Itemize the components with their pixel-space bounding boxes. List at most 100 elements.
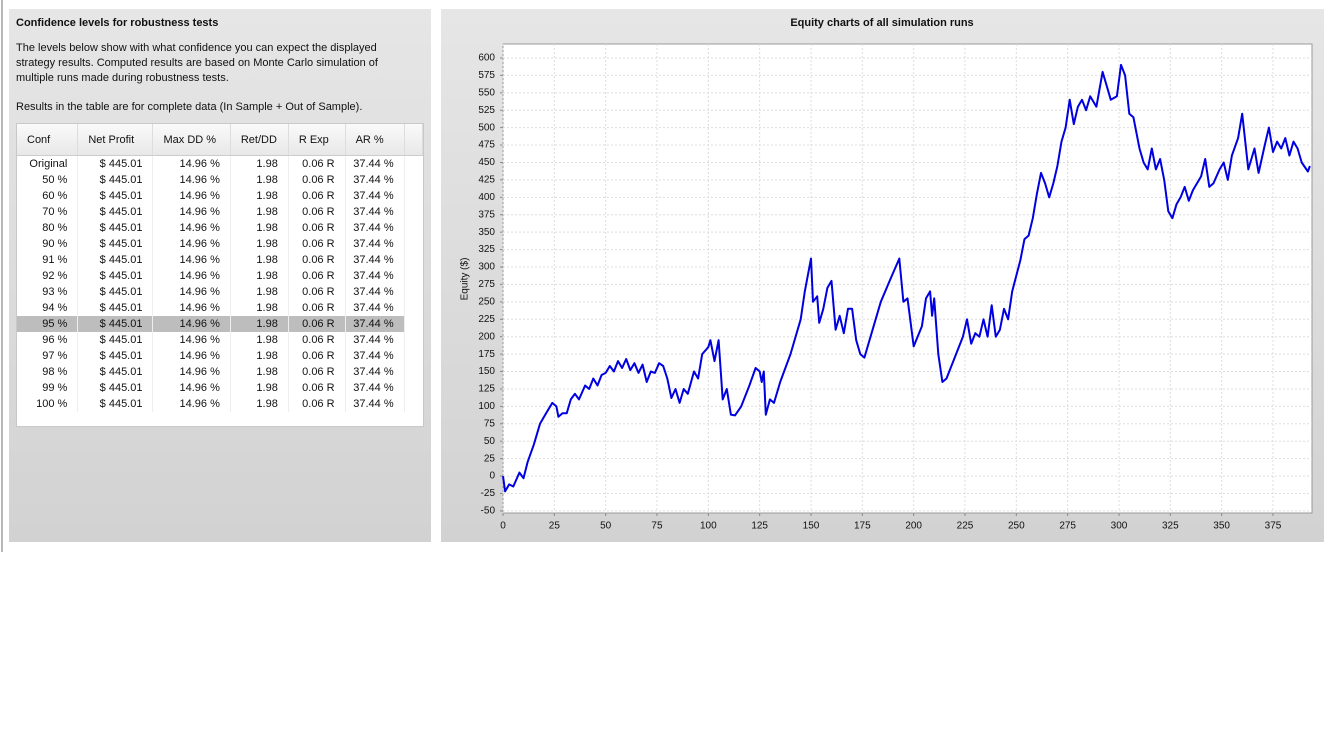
table-cell: 14.96 % [152,332,231,348]
x-tick-label: 200 [905,521,922,532]
table-row: 95 % $ 445.01 14.96 % 1.98 0.06 R 37.44 % [17,316,423,332]
table-cell: 0.06 R [288,396,346,412]
table-cell: 1.98 [230,396,289,412]
border [1,0,3,552]
table-cell: 1.98 [230,252,289,268]
table-cell: 95 % [17,316,79,332]
header-row: Conf Net Profit Max DD % Ret/DD R Exp AR % [17,124,424,156]
y-tick-label: -25 [481,488,496,499]
table-cell: $ 445.01 [77,332,154,348]
table-cell: 37.44 % [345,284,405,300]
table-cell: 0.06 R [288,236,346,252]
table-cell: 93 % [17,284,79,300]
table-cell: 94 % [17,300,79,316]
table-cell: 1.98 [230,284,289,300]
table-cell: 1.98 [230,188,289,204]
plot-area [502,43,1313,514]
table-cell: 37.44 % [345,380,405,396]
table-cell: 14.96 % [152,348,231,364]
table-row: 50 % $ 445.01 14.96 % 1.98 0.06 R 37.44 % [17,172,423,188]
y-tick-label: -50 [481,506,496,517]
table-cell: 0.06 R [288,268,346,284]
x-tick-label: 125 [751,521,768,532]
y-tick-label: 550 [478,87,495,98]
column-header: AR % [345,124,405,156]
table-cell: 37.44 % [345,252,405,268]
results-table: Conf Net Profit Max DD % Ret/DD R Exp AR % Or… [17,124,424,412]
table-cell: 14.96 % [152,172,231,188]
table-cell: 14.96 % [152,252,231,268]
y-tick-label: 375 [478,209,495,220]
y-tick-label: 100 [478,401,495,412]
x-tick-label: 375 [1265,521,1282,532]
table-row: 90 % $ 445.01 14.96 % 1.98 0.06 R 37.44 % [17,236,423,252]
table-cell: 1.98 [230,172,289,188]
y-tick-label: 400 [478,192,495,203]
column-header: Max DD % [152,124,231,156]
table-cell: 0.06 R [288,284,346,300]
table-cell: 1.98 [230,316,289,332]
table-cell: 37.44 % [345,268,405,284]
x-tick-label: 75 [651,521,663,532]
chart: Equity charts of all simulation runs Equ… [460,17,1313,532]
y-tick-label: 575 [478,70,495,81]
table-cell: $ 445.01 [77,316,154,332]
table-cell: $ 445.01 [77,268,154,284]
table-row: 93 % $ 445.01 14.96 % 1.98 0.06 R 37.44 % [17,284,423,300]
x-tick-label: 350 [1213,521,1230,532]
table-cell: 0.06 R [288,300,346,316]
y-tick-label: 75 [484,418,496,429]
table-cell: 97 % [17,348,79,364]
table-cell: 1.98 [230,268,289,284]
column-header: Net Profit [77,124,154,156]
table-cell: $ 445.01 [77,236,154,252]
table-row: 98 % $ 445.01 14.96 % 1.98 0.06 R 37.44 % [17,364,423,380]
table-cell: $ 445.01 [77,380,154,396]
table-cell: 1.98 [230,364,289,380]
table-cell: 1.98 [230,332,289,348]
column-header: Ret/DD [230,124,289,156]
table-cell: $ 445.01 [77,396,154,412]
table-cell: 0.06 R [288,364,346,380]
column-header: R Exp [288,124,346,156]
y-tick-label: 0 [489,471,495,482]
x-tick-label: 275 [1059,521,1076,532]
x-tick-label: 100 [700,521,717,532]
table-cell: 37.44 % [345,220,405,236]
table-cell: 37.44 % [345,155,405,172]
table-row: Original $ 445.01 14.96 % 1.98 0.06 R 37.44 % [17,155,423,172]
table-cell: 70 % [17,204,79,220]
equity-line [502,63,1311,493]
table-cell: 91 % [17,252,79,268]
y-tick-label: 25 [484,453,496,464]
x-tick-label: 50 [600,521,612,532]
column-header: Conf [17,124,79,156]
y-tick-label: 125 [478,384,495,395]
table-cell: 14.96 % [152,220,231,236]
table-cell: 99 % [17,380,79,396]
table-cell: 90 % [17,236,79,252]
table-cell: 37.44 % [345,204,405,220]
table-cell: 1.98 [230,236,289,252]
table-cell: 80 % [17,220,79,236]
y-tick-label: 525 [478,105,495,116]
chart-panel: Equity charts of all simulation runs Equ… [441,9,1324,542]
y-tick-label: 175 [478,349,495,360]
confidence-panel: Confidence levels for robustness tests T… [9,9,431,542]
table-cell: 1.98 [230,348,289,364]
y-tick-label: 200 [478,331,495,342]
x-tick-label: 250 [1008,521,1025,532]
table-row: 91 % $ 445.01 14.96 % 1.98 0.06 R 37.44 % [17,252,423,268]
table-cell: 60 % [17,188,79,204]
table-row: 97 % $ 445.01 14.96 % 1.98 0.06 R 37.44 % [17,348,423,364]
x-tick-label: 25 [549,521,561,532]
y-tick-label: 275 [478,279,495,290]
table-cell: 14.96 % [152,155,231,172]
y-tick-label: 450 [478,157,495,168]
table-row: 60 % $ 445.01 14.96 % 1.98 0.06 R 37.44 % [17,188,423,204]
table-row: 94 % $ 445.01 14.96 % 1.98 0.06 R 37.44 % [17,300,423,316]
y-tick-label: 225 [478,314,495,325]
x-tick-label: 175 [854,521,871,532]
table-cell: 1.98 [230,300,289,316]
